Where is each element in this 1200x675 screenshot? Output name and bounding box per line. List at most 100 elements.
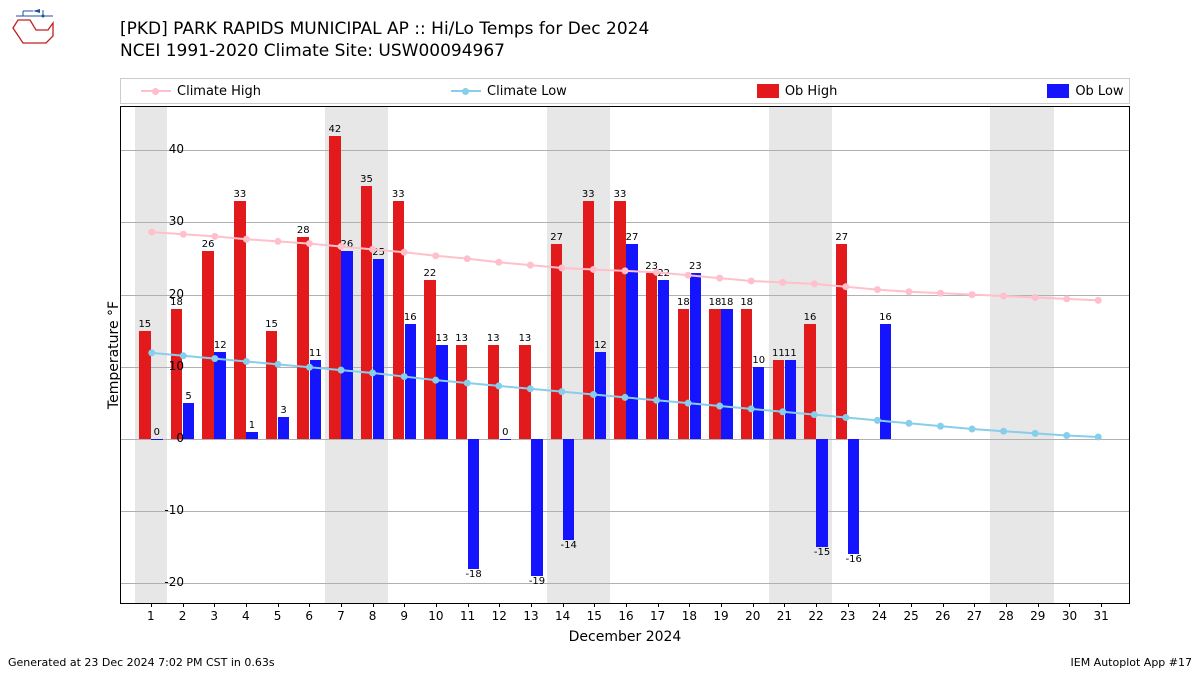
- ob-low-bar: [816, 439, 827, 547]
- ob-low-bar-label: -16: [846, 554, 862, 565]
- ob-high-bar-label: 13: [487, 333, 500, 344]
- xtick: [499, 603, 500, 607]
- ob-low-bar-label: -19: [529, 576, 545, 587]
- ob-high-bar: [393, 201, 404, 439]
- legend: Climate High Climate Low Ob High Ob Low: [120, 78, 1130, 104]
- ob-high-bar: [583, 201, 594, 439]
- ob-low-bar: [310, 360, 321, 439]
- ob-high-bar: [741, 309, 752, 439]
- legend-box-icon: [1047, 84, 1069, 98]
- xtick-label: 5: [274, 609, 282, 623]
- ob-low-bar: [373, 259, 384, 439]
- climate-low-marker: [905, 420, 912, 427]
- ob-low-bar-label: -15: [814, 547, 830, 558]
- ob-low-bar-label: -14: [560, 540, 576, 551]
- ob-high-bar: [361, 186, 372, 439]
- ob-high-bar-label: 28: [297, 225, 310, 236]
- ytick-label: 30: [144, 214, 184, 228]
- xtick: [183, 603, 184, 607]
- xtick-label: 11: [460, 609, 475, 623]
- xtick: [658, 603, 659, 607]
- xtick: [151, 603, 152, 607]
- x-axis-label: December 2024: [569, 629, 682, 645]
- ob-low-bar: [880, 324, 891, 439]
- ob-high-bar-label: 15: [138, 319, 151, 330]
- climate-low-marker: [937, 423, 944, 430]
- ob-high-bar-label: 22: [424, 268, 437, 279]
- xtick: [721, 603, 722, 607]
- chart-title: [PKD] PARK RAPIDS MUNICIPAL AP :: Hi/Lo …: [120, 18, 649, 62]
- ob-low-bar: [563, 439, 574, 540]
- ob-low-bar-label: 16: [404, 312, 417, 323]
- ytick-label: -10: [144, 503, 184, 517]
- ob-low-bar-label: 12: [594, 340, 607, 351]
- ob-high-bar: [329, 136, 340, 439]
- legend-ob-high: Ob High: [757, 84, 838, 99]
- climate-high-marker: [1063, 295, 1070, 302]
- xtick-label: 29: [1030, 609, 1045, 623]
- ob-high-bar: [678, 309, 689, 439]
- ob-low-bar-label: 13: [436, 333, 449, 344]
- title-line-1: [PKD] PARK RAPIDS MUNICIPAL AP :: Hi/Lo …: [120, 18, 649, 40]
- ob-low-bar-label: 16: [879, 312, 892, 323]
- xtick-label: 15: [587, 609, 602, 623]
- xtick-label: 14: [555, 609, 570, 623]
- ob-high-bar-label: 27: [835, 232, 848, 243]
- ob-low-bar-label: 11: [309, 348, 322, 359]
- ob-high-bar: [519, 345, 530, 439]
- ob-low-bar: [595, 352, 606, 439]
- ob-high-bar: [234, 201, 245, 439]
- ob-low-bar: [183, 403, 194, 439]
- ob-low-bar: [531, 439, 542, 576]
- legend-label: Climate High: [177, 84, 261, 99]
- ob-high-bar-label: 18: [709, 297, 722, 308]
- ob-high-bar: [551, 244, 562, 439]
- ob-high-bar-label: 42: [329, 124, 342, 135]
- ob-low-bar-label: 12: [214, 340, 227, 351]
- footer-generated: Generated at 23 Dec 2024 7:02 PM CST in …: [8, 656, 275, 669]
- xtick-label: 24: [872, 609, 887, 623]
- xtick: [1006, 603, 1007, 607]
- xtick-label: 23: [840, 609, 855, 623]
- ob-low-bar-label: 23: [689, 261, 702, 272]
- ytick-label: 10: [144, 359, 184, 373]
- xtick: [278, 603, 279, 607]
- plot-area: December 2024 12345678910111213141516171…: [120, 106, 1130, 604]
- xtick: [816, 603, 817, 607]
- ob-high-bar-label: 33: [392, 189, 405, 200]
- ob-low-bar-label: -18: [465, 569, 481, 580]
- climate-high-marker: [527, 262, 534, 269]
- ob-high-bar: [266, 331, 277, 439]
- climate-high-marker: [464, 255, 471, 262]
- xtick-label: 19: [713, 609, 728, 623]
- ob-high-bar-label: 33: [614, 189, 627, 200]
- ob-high-bar-label: 13: [455, 333, 468, 344]
- gridline: [121, 150, 1129, 151]
- xtick: [373, 603, 374, 607]
- climate-low-marker: [1063, 432, 1070, 439]
- xtick: [1069, 603, 1070, 607]
- ob-high-bar: [456, 345, 467, 439]
- climate-high-marker: [180, 231, 187, 238]
- ob-low-bar-label: 27: [626, 232, 639, 243]
- ob-high-bar-label: 23: [645, 261, 658, 272]
- ob-high-bar: [488, 345, 499, 439]
- ytick-label: 40: [144, 142, 184, 156]
- xtick-label: 6: [305, 609, 313, 623]
- xtick: [246, 603, 247, 607]
- legend-climate-low: Climate Low: [451, 84, 567, 99]
- xtick: [626, 603, 627, 607]
- ob-high-bar: [424, 280, 435, 439]
- ytick-label: 0: [144, 431, 184, 445]
- climate-high-marker: [874, 286, 881, 293]
- xtick: [974, 603, 975, 607]
- xtick: [468, 603, 469, 607]
- ob-high-bar-label: 27: [550, 232, 563, 243]
- ob-high-bar: [171, 309, 182, 439]
- ob-high-bar: [297, 237, 308, 439]
- ob-high-bar-label: 15: [265, 319, 278, 330]
- weekend-band: [990, 107, 1053, 603]
- xtick-label: 31: [1094, 609, 1109, 623]
- ob-high-bar-label: 33: [582, 189, 595, 200]
- xtick: [531, 603, 532, 607]
